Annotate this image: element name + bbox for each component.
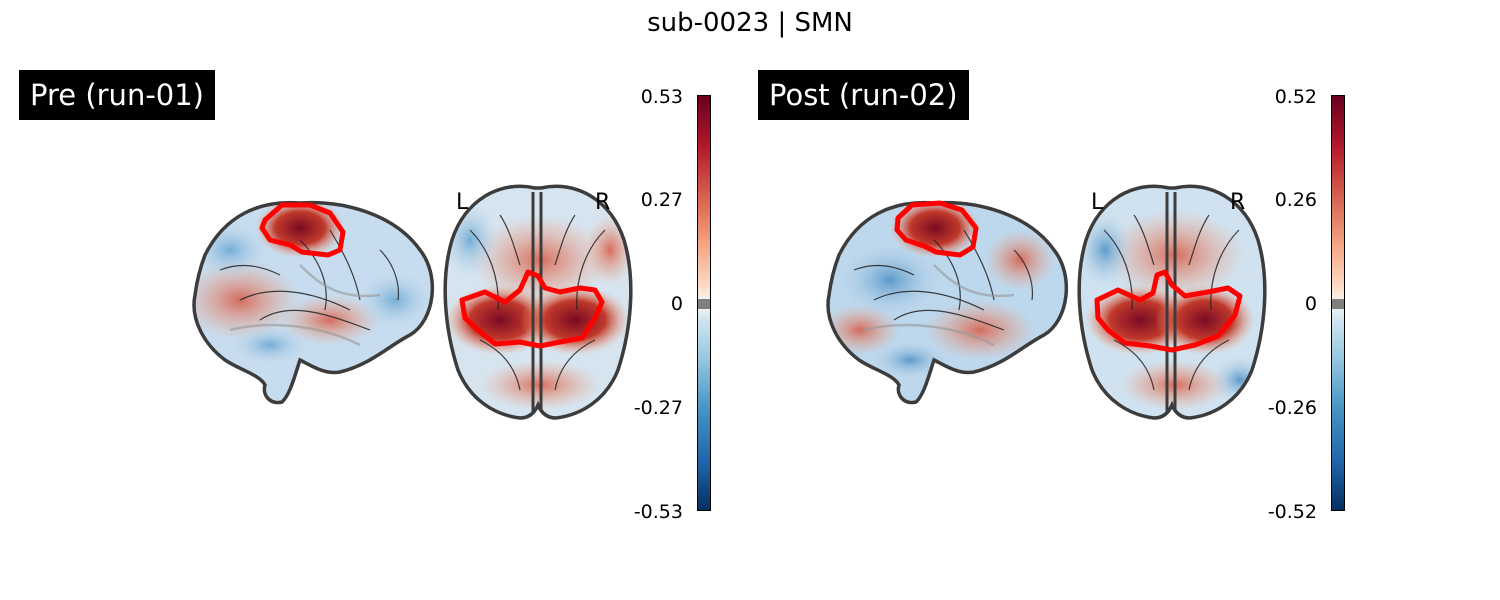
colorbar-tick-max: 0.52 [1274,86,1317,108]
right-hemisphere-label: R [595,190,611,215]
panel-title-post: Post (run-02) [758,70,969,120]
colorbar-post [1331,95,1345,511]
colorbar-tick-upper: 0.27 [640,189,683,211]
colorbar-threshold-band [698,299,710,309]
figure-title: sub-0023 | SMN [647,8,853,38]
colorbar-tick-min: -0.52 [1267,501,1317,523]
right-hemisphere-label: R [1230,190,1246,215]
colorbar-tick-lower: -0.27 [633,397,683,419]
colorbar-tick-zero: 0 [670,293,683,315]
colorbar-pre [697,95,711,511]
brain-views-post [826,184,1267,420]
colorbar-tick-lower: -0.26 [1267,397,1317,419]
panel-pre: Pre (run-01) L R 0.53 0.27 0 -0.27 -0.53 [0,0,740,600]
brain-views-pre [192,184,633,420]
colorbar-tick-max: 0.53 [640,86,683,108]
colorbar-tick-upper: 0.26 [1274,189,1317,211]
panel-title-pre: Pre (run-01) [19,70,215,120]
panel-post: Post (run-02) L R 0.52 0.26 0 -0.26 -0.5… [740,0,1480,600]
left-hemisphere-label: L [1091,190,1104,215]
colorbar-threshold-band [1332,299,1344,309]
left-hemisphere-label: L [456,190,469,215]
colorbar-tick-min: -0.53 [633,501,683,523]
colorbar-tick-zero: 0 [1304,293,1317,315]
